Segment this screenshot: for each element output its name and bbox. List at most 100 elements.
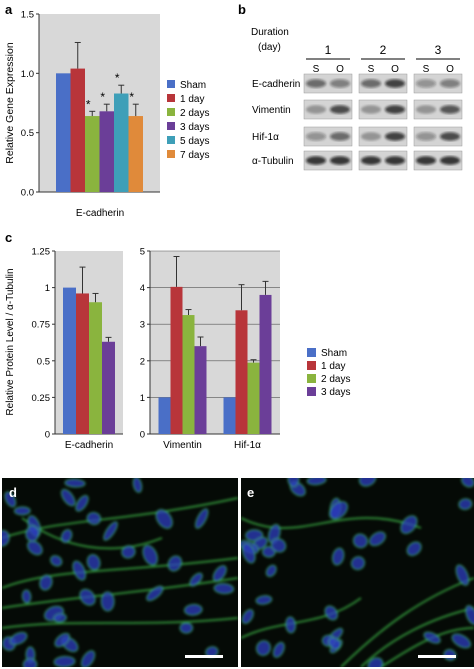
- membrane-stain: [360, 607, 474, 667]
- nucleus: [39, 574, 53, 591]
- panel-a-chart: 0.0 0.5 1.0 1.5 * * * * Relative Gene Expressi…: [4, 10, 209, 220]
- nucleus: [328, 500, 349, 520]
- membrane-stain: [2, 557, 238, 589]
- legend-label-1-day: 1 day: [321, 361, 345, 372]
- y-tick-label: 3: [140, 320, 145, 331]
- membrane-stain: [241, 517, 422, 529]
- scale-bar: [185, 655, 223, 658]
- protein-band: [385, 79, 405, 88]
- legend-swatch-sham: [167, 80, 175, 88]
- lane-label: S: [423, 64, 430, 75]
- blot-strip: [358, 150, 408, 171]
- protein-band: [416, 105, 436, 114]
- nucleus: [132, 478, 143, 494]
- y-tick-label: 0.25: [32, 393, 51, 404]
- blot-strip: [358, 126, 408, 147]
- legend-swatch-2-days: [307, 374, 316, 383]
- nucleus: [464, 604, 474, 626]
- protein-band: [330, 156, 350, 165]
- bar-sham: [56, 73, 71, 192]
- blot-strip: [303, 150, 353, 171]
- bar-5-days: [114, 93, 129, 192]
- protein-band: [306, 79, 326, 88]
- protein-band: [306, 132, 326, 141]
- nucleus: [26, 540, 43, 556]
- nucleus: [306, 478, 327, 486]
- protein-band: [306, 105, 326, 114]
- nucleus: [167, 555, 183, 572]
- lane-label: O: [446, 64, 454, 75]
- significance-star: *: [86, 97, 91, 111]
- protein-band: [330, 132, 350, 141]
- nucleus: [72, 560, 87, 581]
- panel-c-chart: Relative Protein Level / α-Tubulin 0 0.25…: [5, 247, 350, 452]
- protein-band: [361, 156, 381, 165]
- legend-swatch-sham: [307, 348, 316, 357]
- nucleus: [265, 564, 277, 578]
- panel-label-e: e: [247, 485, 254, 500]
- protein-band: [440, 79, 460, 88]
- blot-row-label-tubulin: α-Tubulin: [252, 156, 294, 167]
- nucleus: [213, 582, 235, 595]
- nucleus: [53, 655, 76, 667]
- protein-band: [330, 105, 350, 114]
- y-tick-label: 2: [140, 356, 145, 367]
- nucleus: [64, 478, 86, 488]
- bar-e-cadherin-sham: [63, 287, 76, 434]
- nucleus: [284, 616, 297, 634]
- nucleus: [189, 572, 203, 587]
- nucleus: [75, 494, 89, 512]
- legend-swatch-5-days: [167, 136, 175, 144]
- micrograph-e-image: e: [241, 478, 474, 667]
- legend-swatch-3-days: [307, 387, 316, 396]
- nucleus: [270, 537, 287, 553]
- nucleus: [121, 545, 136, 559]
- panel-label-c: c: [5, 230, 12, 245]
- nucleus: [100, 591, 115, 612]
- blot-strip: [303, 99, 353, 120]
- lane-label: O: [336, 64, 344, 75]
- duration-header-line1: Duration: [251, 27, 289, 38]
- protein-band: [385, 132, 405, 141]
- blot-strip: [303, 126, 353, 147]
- blot-strip: [413, 73, 463, 94]
- nucleus: [2, 529, 10, 547]
- nucleus: [458, 498, 473, 511]
- lane-label: S: [313, 64, 320, 75]
- nucleus: [179, 621, 194, 634]
- y-tick-label: 1.0: [21, 69, 34, 80]
- legend: Sham 1 day 2 days 3 days: [307, 348, 350, 398]
- nucleus: [328, 637, 342, 650]
- nucleus: [350, 555, 366, 571]
- bar-3-days: [99, 111, 114, 192]
- nucleus: [183, 603, 203, 616]
- membrane-stain: [340, 577, 474, 667]
- y-tick-label: 1: [45, 283, 50, 294]
- duration-header-line2: (day): [258, 42, 281, 53]
- bar-hif-1-3-days: [259, 294, 272, 434]
- nucleus: [22, 657, 38, 667]
- nucleus: [460, 478, 474, 488]
- nucleus: [60, 488, 76, 507]
- protein-band: [330, 79, 350, 88]
- legend-label-5-days: 5 days: [180, 136, 209, 147]
- blot-strip: [413, 99, 463, 120]
- protein-band: [416, 156, 436, 165]
- nucleus: [451, 633, 472, 649]
- scale-bar: [418, 655, 456, 658]
- bar-e-cadherin-3-days: [102, 341, 115, 434]
- legend-label-sham: Sham: [321, 348, 347, 359]
- blot-row-label-vimentin: Vimentin: [252, 105, 291, 116]
- x-category-label: E-cadherin: [76, 208, 124, 219]
- nucleus: [400, 515, 418, 535]
- y-tick-label: 0.0: [21, 188, 34, 199]
- nucleus: [241, 542, 256, 564]
- micrograph-d: d: [2, 478, 238, 667]
- nucleus: [60, 528, 73, 544]
- bar-hif-1-sham: [223, 397, 236, 434]
- legend-label-1-day: 1 day: [180, 94, 204, 105]
- nucleus: [79, 588, 96, 606]
- blot-strip: [413, 150, 463, 171]
- nucleus: [358, 478, 377, 487]
